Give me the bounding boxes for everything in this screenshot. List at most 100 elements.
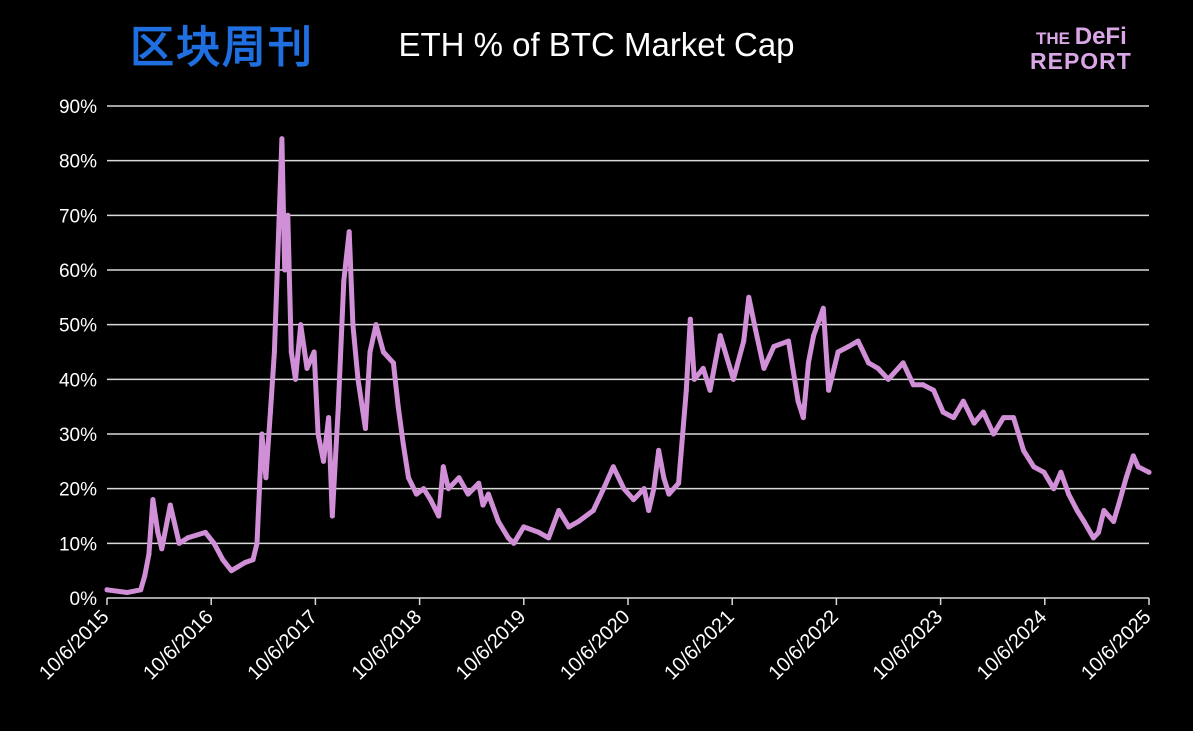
eth-btc-series-line — [104, 136, 1152, 595]
data-point — [124, 590, 130, 596]
data-point — [683, 387, 689, 393]
data-point — [805, 360, 811, 366]
data-point — [717, 333, 723, 339]
data-point — [741, 338, 747, 344]
y-tick-label: 60% — [59, 261, 97, 282]
data-point — [202, 529, 208, 535]
data-point — [220, 557, 226, 563]
data-point — [380, 349, 386, 355]
data-point — [1001, 415, 1007, 421]
data-point — [293, 376, 299, 382]
data-point — [960, 398, 966, 404]
logo-report: REPORT — [1030, 48, 1132, 74]
data-point — [421, 486, 427, 492]
data-point — [138, 587, 144, 593]
x-tick-label: 10/6/2022 — [764, 606, 842, 684]
defi-report-logo: THE DeFi REPORT — [1030, 23, 1132, 74]
data-point — [521, 524, 527, 530]
data-point — [259, 431, 265, 437]
data-point — [1115, 502, 1121, 508]
data-point — [298, 322, 304, 328]
y-tick-label: 20% — [59, 480, 97, 501]
data-point — [536, 529, 542, 535]
data-point — [971, 420, 977, 426]
data-point — [341, 278, 347, 284]
data-point — [800, 415, 806, 421]
data-point — [511, 540, 517, 546]
data-point — [576, 518, 582, 524]
data-point — [427, 497, 433, 503]
data-point — [707, 387, 713, 393]
data-point — [730, 376, 736, 382]
data-point — [282, 267, 288, 273]
data-point — [465, 491, 471, 497]
data-point — [321, 458, 327, 464]
data-point — [566, 524, 572, 530]
y-tick-label: 0% — [70, 589, 98, 610]
data-point — [676, 480, 682, 486]
data-point — [835, 349, 841, 355]
data-point — [590, 508, 596, 514]
x-tick-label: 10/6/2019 — [452, 606, 530, 684]
y-tick-label: 90% — [59, 97, 97, 118]
data-point — [355, 376, 361, 382]
data-point — [326, 415, 332, 421]
data-point — [185, 535, 191, 541]
data-point — [980, 409, 986, 415]
data-point — [846, 344, 852, 350]
data-point — [456, 475, 462, 481]
y-tick-label: 10% — [59, 534, 97, 555]
data-point — [242, 559, 248, 565]
data-point — [556, 508, 562, 514]
y-tick-label: 50% — [59, 316, 97, 337]
data-point — [373, 322, 379, 328]
data-point — [150, 497, 156, 503]
data-point — [288, 349, 294, 355]
data-point — [406, 475, 412, 481]
data-point — [271, 349, 277, 355]
data-point — [795, 398, 801, 404]
data-point — [900, 360, 906, 366]
data-point — [485, 491, 491, 497]
data-point — [254, 540, 260, 546]
data-point — [505, 535, 511, 541]
logo-defi: DeFi — [1074, 23, 1127, 50]
data-point — [476, 480, 482, 486]
data-point — [1031, 464, 1037, 470]
data-point — [940, 409, 946, 415]
data-point — [146, 551, 152, 557]
data-point — [610, 464, 616, 470]
x-tick-label: 10/6/2018 — [348, 606, 426, 684]
data-point — [1058, 469, 1064, 475]
data-point — [480, 502, 486, 508]
data-point — [250, 557, 256, 563]
x-tick-label: 10/6/2025 — [1077, 606, 1155, 684]
data-point — [211, 540, 217, 546]
chart-title: ETH % of BTC Market Cap — [398, 26, 795, 63]
data-point — [436, 513, 442, 519]
y-tick-label: 30% — [59, 425, 97, 446]
data-point — [1096, 529, 1102, 535]
data-point — [691, 376, 697, 382]
data-point — [159, 546, 165, 552]
data-point — [329, 513, 335, 519]
data-point — [1130, 453, 1136, 459]
data-point — [1041, 469, 1047, 475]
data-point — [304, 365, 310, 371]
data-point — [167, 502, 173, 508]
data-point — [920, 382, 926, 388]
data-point — [1146, 469, 1152, 475]
data-point — [631, 497, 637, 503]
data-point — [910, 382, 916, 388]
x-tick-label: 10/6/2020 — [556, 606, 634, 684]
data-point — [761, 365, 767, 371]
data-point — [1020, 447, 1026, 453]
x-tick-label: 10/6/2021 — [660, 606, 738, 684]
data-point — [885, 376, 891, 382]
data-point — [951, 415, 957, 421]
data-point — [335, 404, 341, 410]
data-point — [931, 387, 937, 393]
data-point — [142, 573, 148, 579]
data-point — [855, 338, 861, 344]
data-point — [176, 540, 182, 546]
